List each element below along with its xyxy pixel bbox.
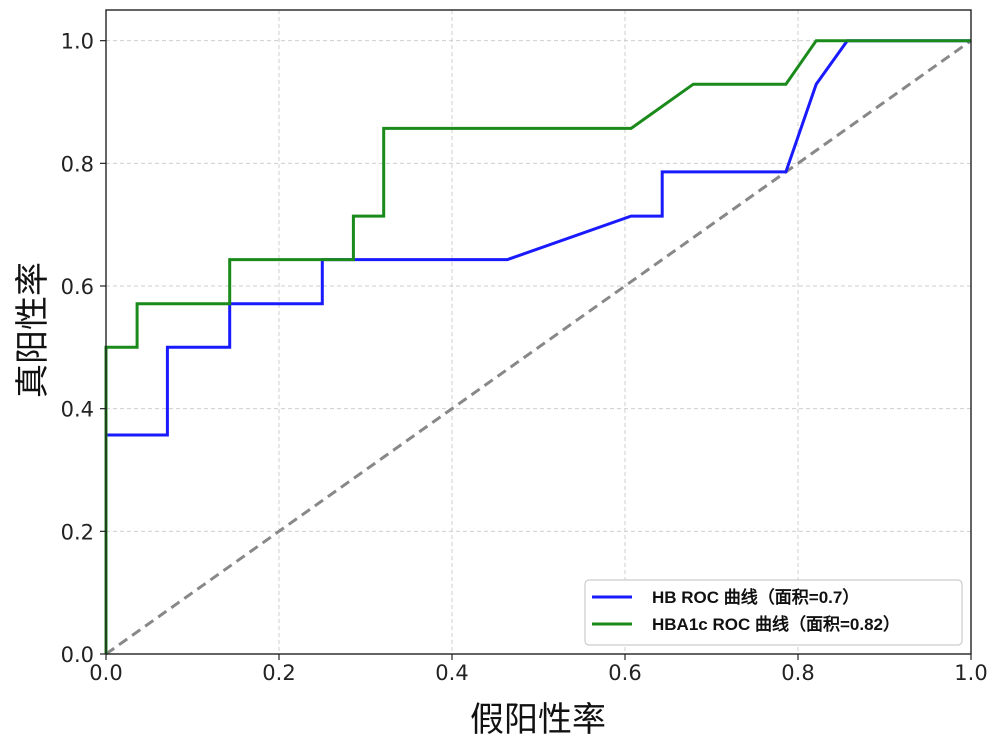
plot-frame	[106, 10, 971, 654]
legend: HB ROC 曲线（面积=0.7） HBA1c ROC 曲线（面积=0.82）	[585, 580, 962, 645]
reference-diagonal-line	[106, 41, 971, 654]
y-tick-label: 0.4	[61, 398, 94, 422]
x-tick-label: 1.0	[954, 661, 987, 685]
y-tick-label: 0.0	[61, 643, 94, 667]
grid-lines	[106, 10, 971, 654]
x-tick-label: 0.6	[608, 661, 641, 685]
y-tick-label: 0.2	[61, 520, 94, 544]
x-tick-label: 0.0	[89, 661, 122, 685]
y-tick-label: 1.0	[61, 30, 94, 54]
legend-label-hba1c: HBA1c ROC 曲线（面积=0.82）	[652, 614, 900, 634]
y-axis-title: 真阳性率	[13, 262, 53, 398]
y-tick-label: 0.6	[61, 275, 94, 299]
x-tick-label: 0.2	[262, 661, 295, 685]
legend-label-hb: HB ROC 曲线（面积=0.7）	[652, 587, 859, 607]
x-tick-label: 0.8	[781, 661, 814, 685]
y-tick-label: 0.8	[61, 152, 94, 176]
x-axis-title: 假阳性率	[470, 700, 606, 740]
x-tick-label: 0.4	[435, 661, 468, 685]
